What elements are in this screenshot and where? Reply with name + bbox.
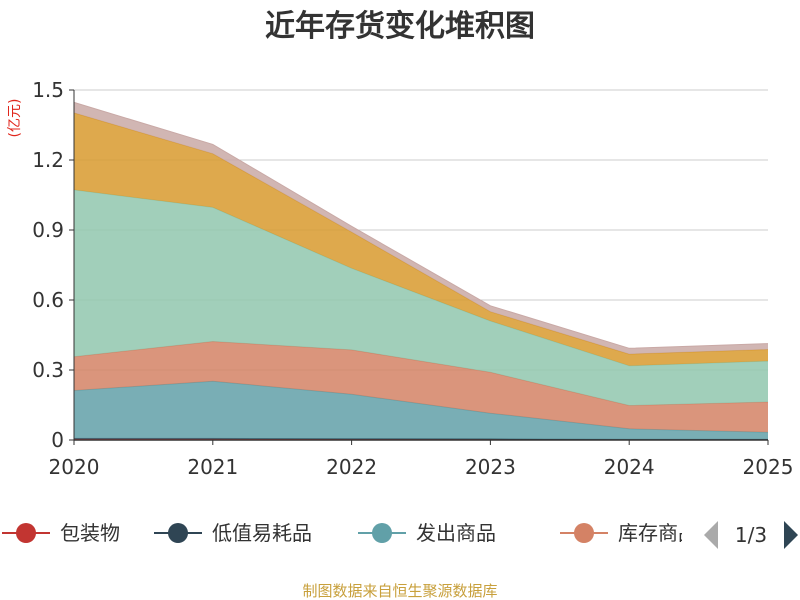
chart-title: 近年存货变化堆积图 xyxy=(265,9,535,44)
x-tick-label: 2020 xyxy=(49,455,100,479)
y-tick-label: 0.6 xyxy=(32,288,64,312)
legend-item[interactable]: 包装物 xyxy=(2,521,120,545)
legend-next-icon[interactable] xyxy=(784,521,798,549)
y-tick-label: 1.2 xyxy=(32,148,64,172)
x-tick-labels: 2020 2021 2022 2023 2024 2025 xyxy=(49,455,794,479)
area-line-series-7 xyxy=(73,101,769,349)
y-tick-label: 0.3 xyxy=(32,358,64,382)
source-note: 制图数据来自恒生聚源数据库 xyxy=(302,582,497,600)
area-series-3[interactable] xyxy=(74,381,768,440)
legend-marker xyxy=(574,523,594,543)
legend-item[interactable]: 发出商品 xyxy=(358,521,496,545)
y-tick-label: 0 xyxy=(51,428,64,452)
x-tick-label: 2024 xyxy=(604,455,655,479)
y-tick-labels: 0 0.3 0.6 0.9 1.2 1.5 xyxy=(32,78,64,452)
legend-page-indicator: 1/3 xyxy=(735,523,767,547)
stacked-areas xyxy=(73,101,769,440)
y-tick-label: 0.9 xyxy=(32,218,64,242)
legend-label: 发出商品 xyxy=(416,521,496,545)
x-tick-label: 2023 xyxy=(465,455,516,479)
legend-pager: 1/3 xyxy=(704,521,798,549)
x-tick-label: 2021 xyxy=(187,455,238,479)
legend-label: 低值易耗品 xyxy=(212,521,312,545)
x-tick-label: 2022 xyxy=(326,455,377,479)
area-series-4[interactable] xyxy=(74,341,768,433)
x-tick-label: 2025 xyxy=(743,455,794,479)
y-tick-label: 1.5 xyxy=(32,78,64,102)
legend-marker xyxy=(372,523,392,543)
legend-label: 包装物 xyxy=(60,521,120,545)
legend[interactable]: 包装物 低值易耗品 发出商品 库存商品 xyxy=(2,521,698,545)
y-axis-unit: (亿元) xyxy=(7,99,23,138)
legend-prev-icon[interactable] xyxy=(704,521,718,549)
legend-marker xyxy=(168,523,188,543)
legend-label: 库存商品 xyxy=(618,521,698,545)
legend-item[interactable]: 库存商品 xyxy=(560,521,698,545)
legend-marker xyxy=(16,523,36,543)
axes xyxy=(69,89,769,445)
area-series-6[interactable] xyxy=(74,112,768,366)
area-series-5[interactable] xyxy=(74,189,768,406)
legend-item[interactable]: 低值易耗品 xyxy=(154,521,312,545)
